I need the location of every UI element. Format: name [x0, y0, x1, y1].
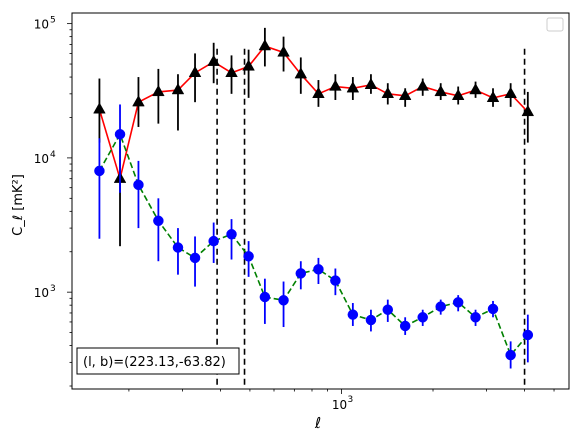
data-point-circle: [189, 252, 201, 264]
data-point-triangle: [398, 88, 412, 100]
annotation-text: (l, b)=(223.13,-63.82): [83, 355, 226, 370]
series-group: [93, 27, 535, 247]
data-point-circle: [94, 165, 105, 177]
data-point-circle: [347, 309, 359, 320]
plot-area: [93, 27, 535, 369]
data-point-circle: [243, 251, 254, 262]
data-point-circle: [470, 312, 481, 323]
data-point-triangle: [469, 83, 482, 95]
axis-ticks: 10 310 410 510 3: [34, 16, 555, 412]
data-point-triangle: [277, 45, 290, 57]
y-tick-label: 10: [34, 152, 49, 166]
data-point-circle: [172, 242, 184, 253]
data-point-circle: [114, 129, 126, 140]
data-point-circle: [226, 228, 237, 240]
x-tick-label-exponent: 3: [347, 395, 353, 405]
data-point-circle: [278, 295, 289, 306]
data-point-circle: [522, 329, 534, 341]
y-axis-label: C_ℓ [mK²]: [11, 174, 26, 236]
data-point-triangle: [207, 54, 220, 66]
data-point-circle: [153, 215, 164, 227]
data-point-triangle: [381, 86, 395, 98]
data-point-circle: [295, 268, 307, 279]
y-tick-label-exponent: 4: [50, 150, 56, 160]
data-point-circle: [365, 314, 377, 326]
data-point-triangle: [132, 95, 145, 107]
data-point-triangle: [312, 86, 325, 98]
data-point-circle: [313, 264, 324, 275]
data-point-triangle: [294, 67, 308, 79]
data-point-triangle: [188, 65, 202, 77]
data-point-triangle: [504, 86, 517, 98]
y-tick-label: 10: [34, 18, 49, 32]
y-tick-label: 10: [34, 286, 49, 300]
data-point-triangle: [171, 83, 185, 95]
data-point-triangle: [225, 65, 238, 77]
plot-frame: [71, 12, 570, 390]
data-point-circle: [487, 303, 499, 315]
annotation-box: (l, b)=(223.13,-63.82): [76, 347, 240, 375]
data-point-circle: [208, 235, 219, 247]
data-point-circle: [435, 301, 446, 312]
series-group: [94, 104, 534, 369]
data-point-circle: [330, 275, 341, 286]
data-point-circle: [382, 304, 394, 315]
legend-box: [546, 17, 564, 32]
data-point-circle: [133, 179, 144, 191]
data-point-triangle: [346, 81, 360, 93]
data-point-triangle: [93, 102, 106, 114]
data-point-circle: [505, 349, 516, 361]
x-tick-label: 10: [332, 398, 347, 412]
data-point-triangle: [329, 79, 342, 91]
data-point-triangle: [152, 84, 165, 97]
data-point-triangle: [434, 84, 447, 97]
y-tick-label-exponent: 3: [50, 284, 56, 294]
data-point-triangle: [258, 39, 272, 51]
x-axis-label: ℓ: [314, 414, 321, 432]
data-point-triangle: [521, 104, 535, 117]
data-point-triangle: [364, 77, 378, 89]
data-point-triangle: [416, 79, 429, 91]
data-point-circle: [259, 291, 271, 303]
data-point-triangle: [486, 90, 500, 103]
data-point-triangle: [242, 59, 255, 71]
data-point-triangle: [451, 88, 465, 100]
y-tick-label-exponent: 5: [50, 16, 56, 26]
data-point-circle: [417, 312, 428, 323]
data-point-circle: [452, 297, 464, 308]
data-point-circle: [399, 320, 411, 332]
